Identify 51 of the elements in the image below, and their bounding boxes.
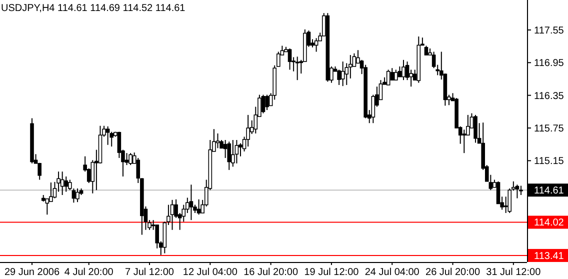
candlestick — [106, 126, 110, 146]
candlestick — [234, 139, 239, 164]
ref-line-label: 114.02 — [534, 218, 564, 229]
ref-line-label: 114.61 — [534, 186, 564, 197]
candlestick — [515, 184, 520, 199]
candlestick — [519, 185, 523, 196]
y-tick-label: 116.35 — [534, 90, 564, 102]
candlestick — [45, 198, 50, 216]
candlestick — [128, 152, 132, 166]
x-tick-label: 7 Jul 12:00 — [125, 267, 174, 278]
chart-title: USDJPY,H4 114.61 114.69 114.52 114.61 — [1, 3, 186, 14]
candlestick — [424, 45, 428, 56]
candlestick — [49, 182, 53, 202]
candlestick — [223, 139, 228, 158]
candlestick — [189, 184, 194, 221]
candlestick — [409, 69, 413, 88]
candlestick — [231, 139, 235, 168]
candlestick — [170, 199, 174, 230]
candlestick — [474, 114, 478, 144]
candlestick — [265, 94, 269, 111]
candlestick — [288, 48, 292, 70]
candlestick — [394, 69, 398, 81]
x-tick-label: 16 Jul 20:00 — [244, 267, 298, 278]
x-tick-label: 4 Jul 20:00 — [64, 267, 114, 278]
candlestick — [295, 56, 300, 81]
candlestick — [398, 66, 402, 78]
candlestick — [246, 114, 250, 148]
y-tick-label: 117.55 — [534, 25, 564, 36]
candlestick — [60, 171, 64, 196]
ref-line-label: 113.41 — [534, 250, 564, 262]
candlestick — [261, 94, 266, 114]
candlestick — [402, 59, 406, 81]
candlestick — [38, 162, 42, 180]
candlestick — [76, 188, 80, 203]
y-tick-label: 115.15 — [534, 156, 564, 168]
x-tick-label: 31 Jul 12:00 — [486, 267, 542, 278]
candlestick — [196, 198, 201, 216]
x-tick-label: 24 Jul 04:00 — [364, 267, 420, 278]
x-tick-label: 29 Jun 2006 — [4, 267, 60, 278]
candlestick — [64, 176, 68, 192]
candlestick — [216, 132, 220, 149]
candlestick — [462, 129, 466, 154]
x-tick-label: 26 Jul 20:00 — [426, 267, 480, 278]
candlestick — [386, 69, 390, 86]
x-tick-label: 12 Jul 04:00 — [182, 267, 238, 278]
candlestick — [314, 38, 318, 52]
candlestick — [227, 141, 232, 170]
candlestick — [340, 61, 345, 87]
x-tick-label: 19 Jul 12:00 — [304, 267, 360, 278]
y-tick-label: 116.95 — [534, 58, 564, 70]
y-tick-label: 115.75 — [534, 124, 564, 135]
